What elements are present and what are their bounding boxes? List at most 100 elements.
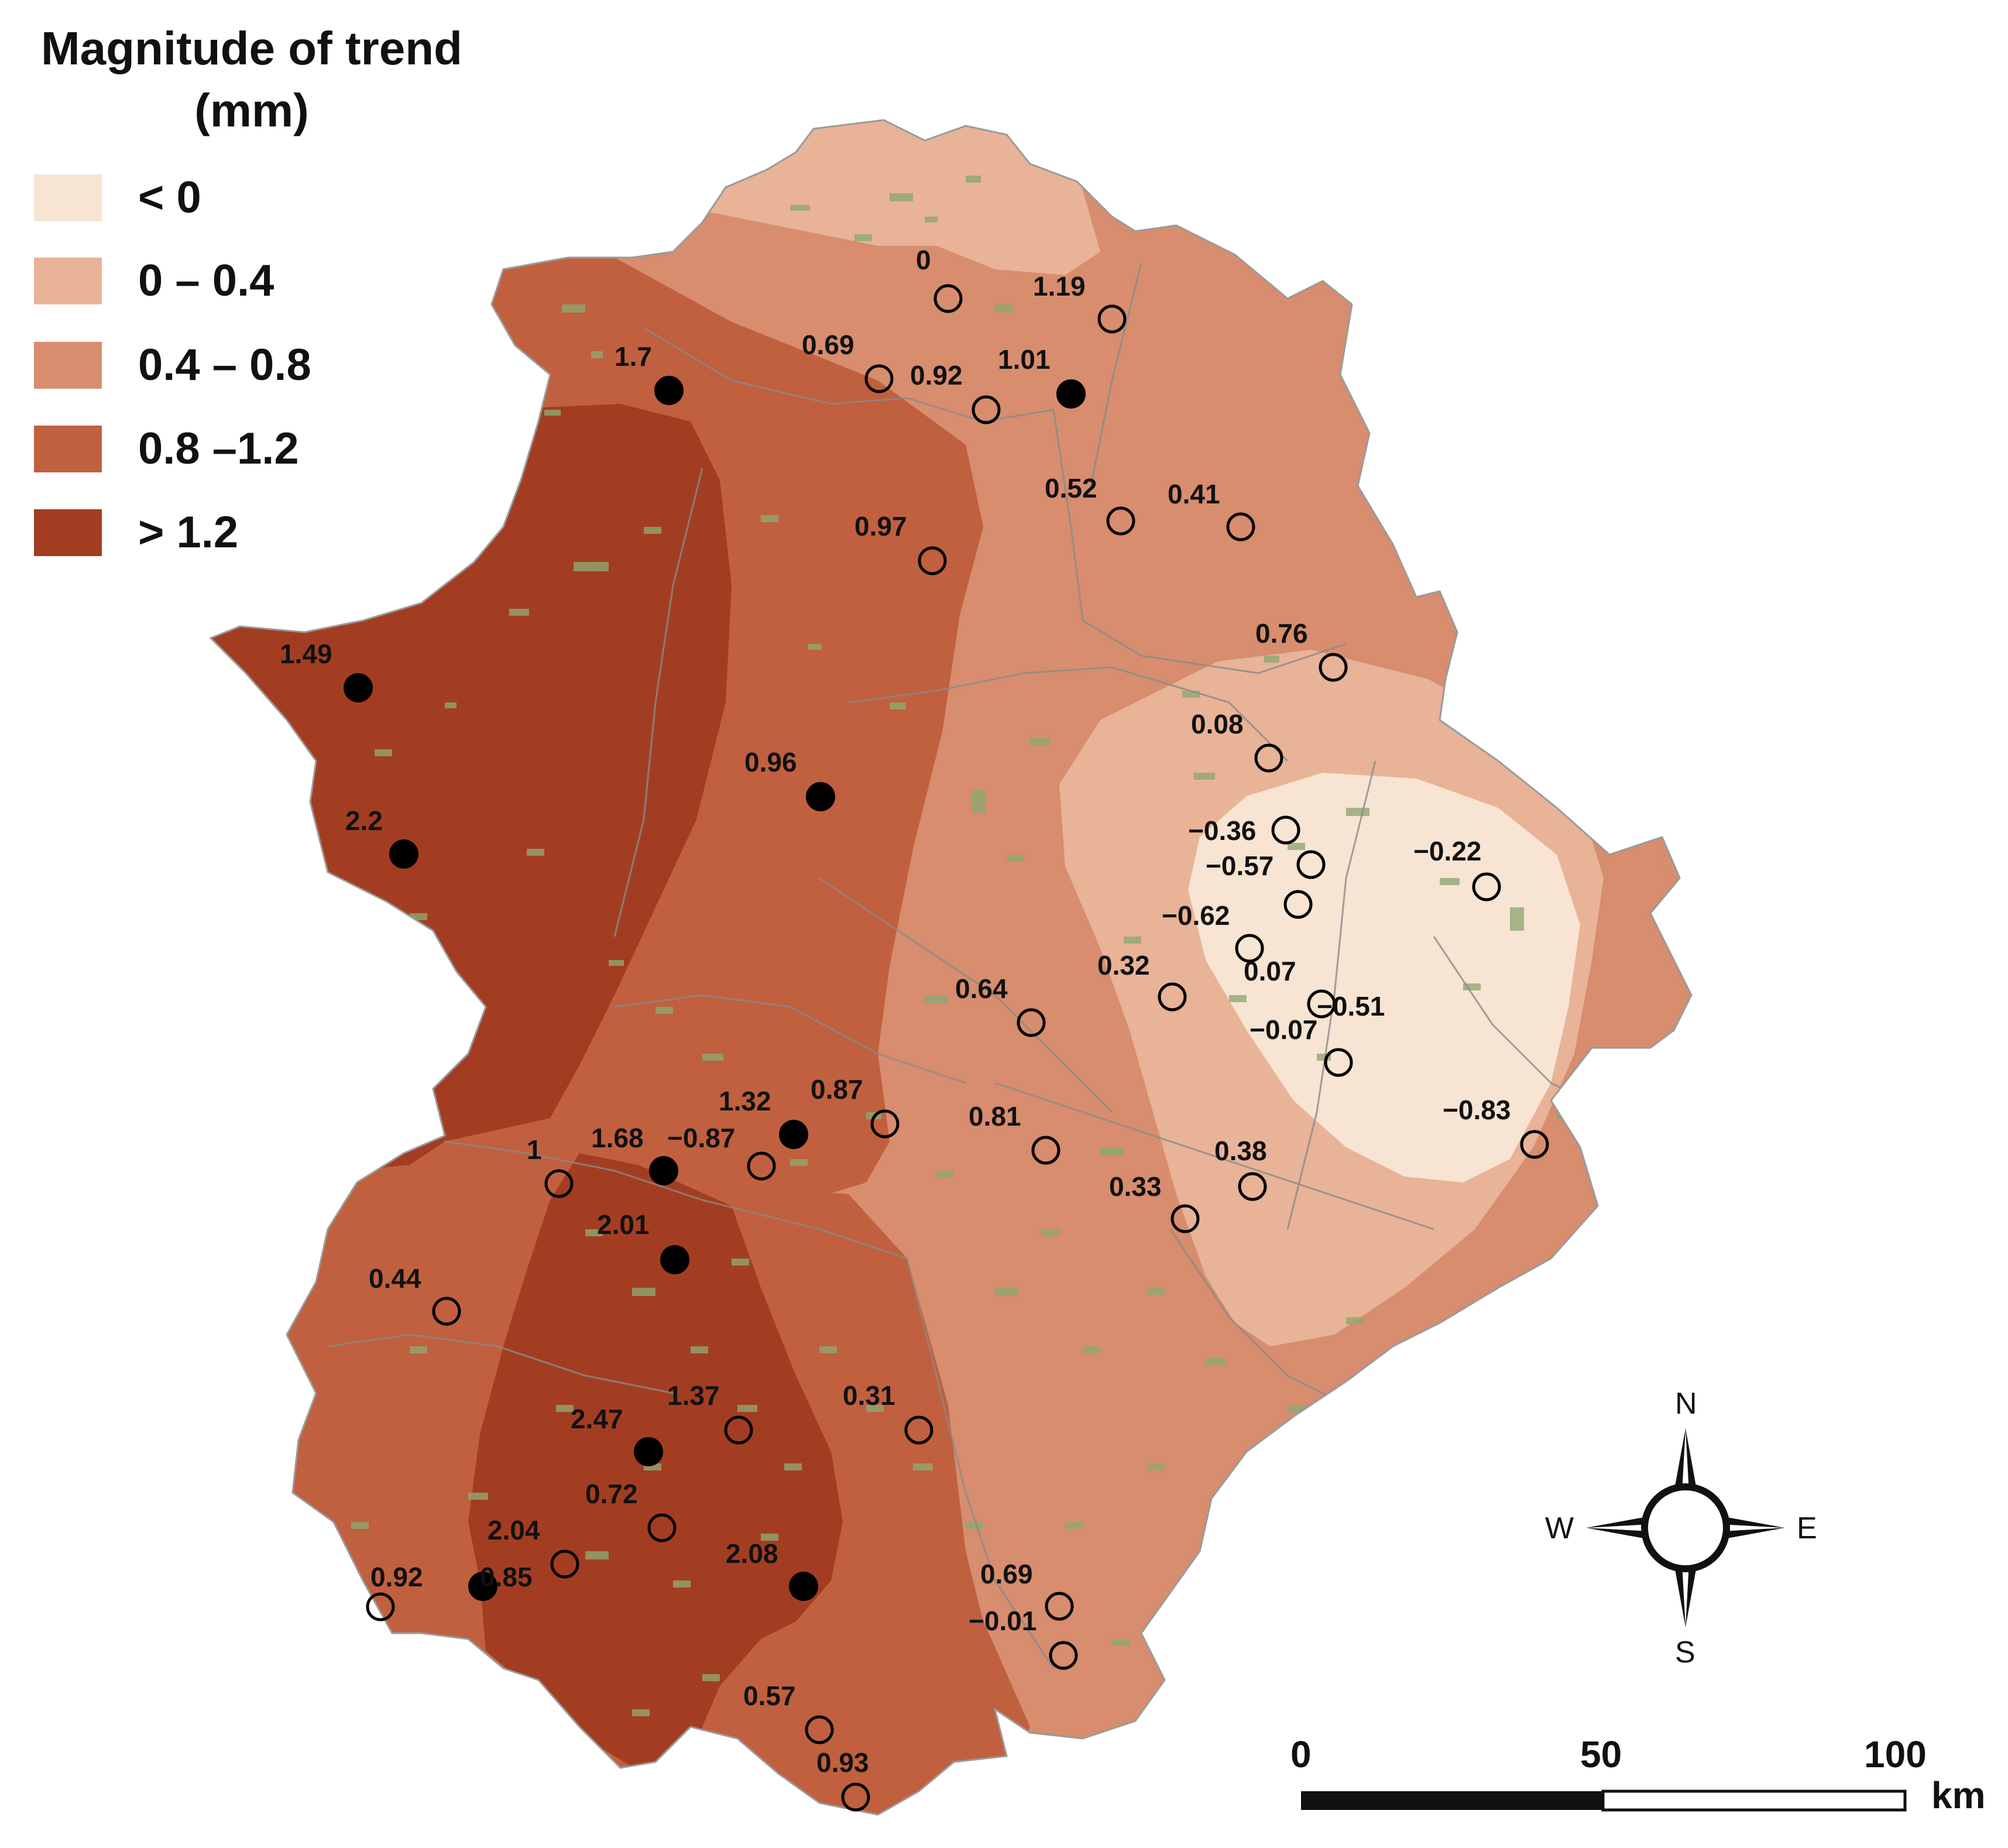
legend-title-line2: (mm) <box>194 84 309 136</box>
station-marker-significant <box>649 1156 678 1185</box>
legend-title-line1: Magnitude of trend <box>41 22 462 74</box>
compass-circle <box>1641 1483 1730 1572</box>
station-label: 0.69 <box>980 1559 1033 1589</box>
station-marker <box>864 364 894 393</box>
station-marker <box>1158 982 1187 1012</box>
station: −0.87 <box>667 1123 776 1181</box>
station-label: −0.07 <box>1250 1014 1317 1045</box>
legend-swatch <box>34 174 102 221</box>
station-label: 0.41 <box>1168 479 1220 509</box>
station-marker <box>1307 989 1336 1019</box>
station: 0.64 <box>955 973 1046 1037</box>
station-marker <box>1324 1048 1353 1077</box>
compass-label-e: E <box>1797 1511 1817 1545</box>
legend-title: Magnitude of trend (mm) <box>18 18 486 142</box>
legend-label: 0.8 –1.2 <box>138 424 299 474</box>
station: −0.01 <box>969 1606 1078 1670</box>
compass-rose: N S E W <box>1545 1387 1817 1669</box>
station-marker <box>747 1151 776 1181</box>
station-label: −0.83 <box>1443 1095 1511 1125</box>
station: 0.93 <box>816 1747 870 1812</box>
station-label: 0.07 <box>1244 956 1296 986</box>
station-marker <box>724 1415 753 1445</box>
station-marker <box>1097 304 1127 334</box>
station-label: 1.32 <box>719 1086 771 1116</box>
station-marker <box>366 1592 395 1621</box>
station-label: −0.62 <box>1162 900 1230 931</box>
station-marker <box>1171 1204 1200 1233</box>
station: 1.37 <box>667 1380 753 1445</box>
station: 0.96 <box>744 747 835 811</box>
station: 0.31 <box>843 1380 933 1445</box>
station: 1.01 <box>998 344 1086 409</box>
station-label: 2.08 <box>726 1538 778 1569</box>
station: 0.72 <box>585 1479 677 1542</box>
station-marker <box>1045 1592 1074 1621</box>
station: 2.04 <box>488 1515 579 1579</box>
station-marker <box>1319 653 1348 682</box>
station: 2.01 <box>597 1209 689 1274</box>
station-marker-significant <box>468 1572 497 1601</box>
legend-label: 0 – 0.4 <box>138 256 274 306</box>
station: 0.69 <box>802 330 894 393</box>
station-label: 0.57 <box>743 1681 796 1711</box>
station-label: 2.04 <box>488 1515 540 1545</box>
station-marker <box>432 1297 461 1326</box>
station: 0.38 <box>1214 1136 1267 1201</box>
station-label: 1.49 <box>280 639 332 669</box>
station-label: 0.31 <box>843 1380 895 1411</box>
station-label: −0.22 <box>1413 836 1481 866</box>
station-marker <box>904 1415 933 1445</box>
station-label: 0.93 <box>816 1747 869 1778</box>
station-label: 0.32 <box>1097 950 1150 980</box>
legend-swatch <box>34 509 102 556</box>
vegetation-overlay <box>351 176 1574 1716</box>
station-marker <box>1271 815 1300 845</box>
scale-bar-white-segment <box>1601 1789 1907 1812</box>
station-label: 1.19 <box>1033 271 1086 301</box>
station-marker <box>805 1715 834 1744</box>
station: 0.57 <box>743 1681 834 1744</box>
station: −0.36 <box>1188 815 1300 846</box>
station-marker-significant <box>654 376 684 405</box>
station-label: 0.08 <box>1191 709 1244 739</box>
station-marker-significant <box>779 1120 808 1149</box>
station-marker <box>1226 512 1255 541</box>
scale-bar-black-segment <box>1301 1791 1603 1810</box>
station-marker <box>1238 1172 1267 1201</box>
station-label: 1.7 <box>615 341 652 372</box>
compass-label-s: S <box>1675 1636 1695 1669</box>
scale-bar <box>1301 1789 1907 1812</box>
station-label: 0.44 <box>369 1263 421 1294</box>
station: 0.92 <box>910 360 1001 424</box>
station: 2.2 <box>345 805 418 869</box>
station-marker <box>1296 850 1326 879</box>
station: 2.47 <box>571 1404 663 1466</box>
station-label: 1.37 <box>667 1380 720 1411</box>
region-outline <box>209 119 1693 1816</box>
station: 0.87 <box>811 1074 900 1139</box>
station: 0.41 <box>1168 479 1255 541</box>
station-label: 0.97 <box>854 511 907 541</box>
legend-label: 0.4 – 0.8 <box>138 340 311 390</box>
station: 0.97 <box>854 511 947 575</box>
station-marker <box>870 1109 900 1139</box>
station: −0.62 <box>1162 890 1313 931</box>
station-label: 2.47 <box>571 1404 623 1434</box>
station-label: 0.85 <box>480 1562 533 1592</box>
station-marker-significant <box>344 673 373 702</box>
station-marker <box>1283 890 1313 919</box>
station-marker <box>1520 1130 1549 1159</box>
station: 1 <box>527 1134 574 1198</box>
station-label: 0.52 <box>1045 473 1097 503</box>
station: 1.68 <box>591 1123 678 1185</box>
station-marker <box>1235 934 1264 963</box>
station-label: 0.76 <box>1255 618 1308 649</box>
station: 1.32 <box>719 1086 808 1149</box>
legend-swatch <box>34 426 102 472</box>
station-marker <box>550 1549 579 1579</box>
station: 0.44 <box>369 1263 461 1326</box>
legend-swatch <box>34 258 102 304</box>
station: −0.57 <box>1206 850 1326 881</box>
station-marker-significant <box>1056 379 1086 409</box>
